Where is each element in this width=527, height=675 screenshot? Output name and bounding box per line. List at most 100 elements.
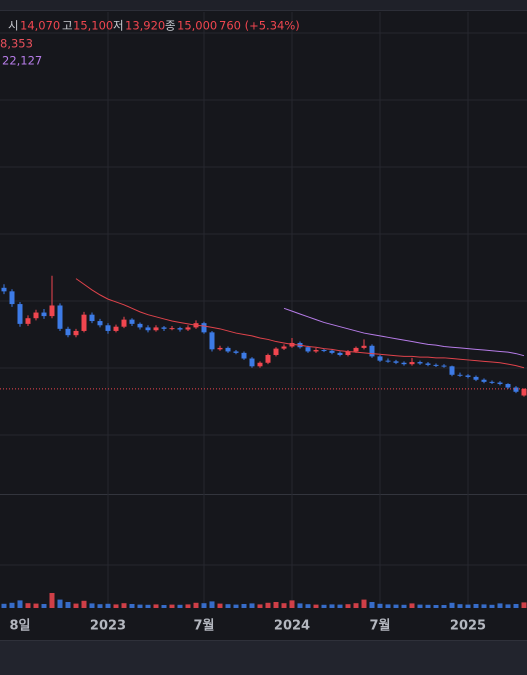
volume-bar [425,604,431,608]
legend: 시 14,070 고 15,100 저 13,920 종 15,000 760 … [0,19,300,68]
volume-bar [81,600,87,608]
volume-bar [313,604,319,608]
candle-body [513,387,519,392]
candle-body [161,327,167,329]
open-label: 시 [8,19,19,33]
volume-bar [217,603,223,608]
candle-body [209,332,215,350]
volume-bar [481,604,487,608]
volume-bar [353,603,359,608]
x-tick-label: 7월 [193,618,214,634]
candle-body [345,351,351,355]
x-tick-label: 2023 [90,619,126,634]
candle-body [201,323,207,333]
volume-bar [449,602,455,608]
high-label: 고 [62,19,73,33]
ma-line [75,278,525,369]
volume-bar [377,603,383,608]
volume-bar [281,603,287,608]
volume-bar [65,602,71,608]
candle-body [497,382,503,384]
volume-bar [417,604,423,608]
volume-bar [225,604,231,608]
volume-bar [497,603,503,608]
volume-bar [105,603,111,608]
candle-body [33,312,39,319]
volume-bar [441,605,447,608]
volume-bar [73,603,79,608]
candle-body [1,287,7,292]
x-tick-label: 7월 [369,618,390,634]
candle-body [185,327,191,330]
volume-bar [489,604,495,608]
volume-bar [249,603,255,608]
candle-body [377,356,383,361]
candle-body [433,364,439,366]
candle-body [369,345,375,357]
volume-bar [153,604,159,608]
candle-body [225,347,231,352]
volume-bar [297,603,303,608]
candle-body [73,330,79,336]
volume-bar [337,604,343,608]
volume-bar [145,604,151,608]
volume-bar [161,605,167,608]
volume-bar [361,599,367,608]
candle-body [489,381,495,383]
candle-body [473,376,479,380]
volume-bar [321,604,327,608]
candle-body [353,347,359,352]
candle-body [241,352,247,359]
volume-bar [345,604,351,608]
candle-body [121,319,127,327]
volume-bar [241,604,247,608]
candle-body [105,325,111,331]
candle-body [25,318,31,324]
volume-bar [17,600,23,608]
volume-bar [305,604,311,608]
candle-body [233,351,239,353]
candle-body [417,362,423,364]
x-tick-label: 8일 [9,619,30,634]
candle-body [281,346,287,349]
candle-body [97,321,103,326]
volume-bar [57,599,63,608]
candle-body [169,328,175,330]
candle-body [17,304,23,324]
candle-body [321,350,327,352]
grid [0,32,527,566]
volume-bar [465,604,471,608]
volume-bar [33,603,39,608]
candle-body [217,347,223,350]
volume-bar [329,604,335,608]
volume-bar [457,604,463,608]
volume-bar [393,604,399,608]
candle-body [41,312,47,317]
volume-bar [521,602,527,608]
volume-bar [129,604,135,608]
candle-body [81,314,87,331]
volume-bar [97,604,103,608]
candle-body [361,345,367,348]
x-tick-label: 2025 [450,619,486,634]
volume-bar [121,603,127,608]
candle-body [153,327,159,331]
candle-body [337,352,343,355]
candle-body [89,314,95,322]
close-label: 종 [165,19,176,33]
low-value: 13,920 [125,19,165,33]
candle-body [129,319,135,324]
volume-bar [1,603,7,608]
top-bar [0,0,527,10]
volume-bar [209,601,215,608]
candle-body [273,348,279,355]
candle-body [9,291,15,305]
open-value: 14,070 [20,19,60,33]
low-label: 저 [113,19,124,33]
bottom-bar [0,640,527,675]
volume-bar [89,603,95,608]
ma-long-value: 22,127 [2,54,42,68]
volume-bar [433,605,439,608]
